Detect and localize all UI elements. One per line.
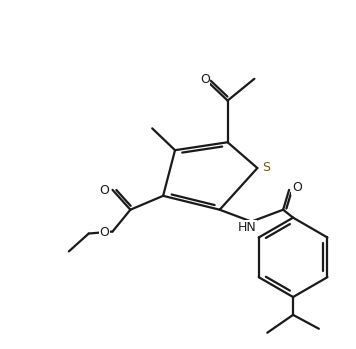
Text: O: O [200,73,210,86]
Text: S: S [262,161,270,173]
Text: HN: HN [238,221,257,234]
Text: O: O [100,226,110,239]
Text: O: O [292,181,302,194]
Text: O: O [100,184,110,198]
